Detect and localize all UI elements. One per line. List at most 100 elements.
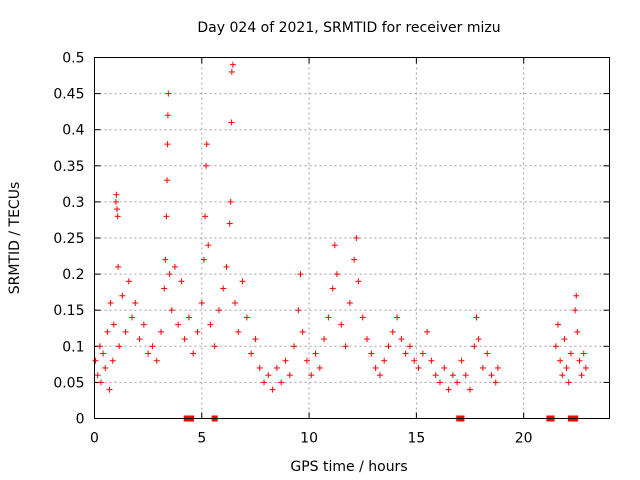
data-point: [265, 372, 272, 379]
plot-frame: [94, 57, 610, 419]
x-tick-label: 10: [300, 431, 318, 447]
data-point: [226, 220, 233, 227]
data-point: [207, 321, 214, 328]
data-point: [162, 256, 169, 263]
data-point: [479, 364, 486, 371]
data-point: [96, 343, 103, 350]
data-point: [164, 177, 171, 184]
data-point: [580, 350, 587, 357]
data-point: [104, 328, 111, 335]
data-point: [574, 328, 581, 335]
x-tick-label: 5: [197, 431, 206, 447]
data-point: [372, 364, 379, 371]
data-point: [113, 191, 120, 198]
data-point: [112, 198, 119, 205]
data-point: [107, 299, 114, 306]
data-point: [441, 364, 448, 371]
data-point: [119, 292, 126, 299]
data-point: [291, 343, 298, 350]
y-tick-label: 0: [76, 412, 85, 428]
data-point: [125, 278, 132, 285]
data-point: [161, 285, 168, 292]
data-point: [303, 357, 310, 364]
data-point: [220, 285, 227, 292]
data-point: [136, 336, 143, 343]
data-point: [573, 292, 580, 299]
data-point: [462, 372, 469, 379]
data-point: [376, 372, 383, 379]
data-point: [185, 314, 192, 321]
data-point: [158, 328, 165, 335]
data-point: [228, 68, 235, 75]
data-point: [398, 336, 405, 343]
data-point: [149, 343, 156, 350]
data-point: [261, 379, 268, 386]
data-point: [559, 372, 566, 379]
data-point: [351, 256, 358, 263]
data-point: [164, 141, 171, 148]
data-point: [114, 206, 121, 213]
data-point: [178, 278, 185, 285]
data-point: [202, 213, 209, 220]
data-point: [232, 299, 239, 306]
data-point: [229, 61, 236, 68]
data-point: [467, 386, 474, 393]
y-tick-label: 0.3: [62, 195, 84, 211]
data-point: [166, 271, 173, 278]
data-point: [338, 321, 345, 328]
data-point: [364, 336, 371, 343]
data-point: [359, 314, 366, 321]
data-point: [92, 357, 99, 364]
data-point: [140, 321, 147, 328]
y-tick-label: 0.05: [53, 375, 84, 391]
data-point: [100, 350, 107, 357]
x-tick-label: 15: [407, 431, 425, 447]
data-point: [561, 336, 568, 343]
data-point: [145, 350, 152, 357]
data-point: [494, 364, 501, 371]
y-tick-label: 0.5: [62, 51, 84, 67]
data-point: [278, 379, 285, 386]
data-point: [171, 263, 178, 270]
data-point: [449, 372, 456, 379]
data-point: [389, 328, 396, 335]
data-point: [227, 198, 234, 205]
data-point: [205, 242, 212, 249]
data-point: [175, 321, 182, 328]
data-point: [165, 90, 172, 97]
data-point: [114, 213, 121, 220]
data-point: [419, 350, 426, 357]
data-point: [402, 350, 409, 357]
data-point: [381, 357, 388, 364]
data-point: [432, 372, 439, 379]
data-point: [329, 285, 336, 292]
data-point: [153, 357, 160, 364]
data-point: [563, 364, 570, 371]
data-point: [355, 278, 362, 285]
y-tick-label: 0.2: [62, 267, 84, 283]
data-point: [578, 372, 585, 379]
chart-title: Day 024 of 2021, SRMTID for receiver miz…: [197, 20, 500, 36]
data-point: [164, 112, 171, 119]
data-point: [190, 350, 197, 357]
data-point: [102, 364, 109, 371]
data-point: [223, 263, 230, 270]
data-point: [248, 350, 255, 357]
y-tick-label: 0.35: [53, 159, 84, 175]
data-point: [252, 336, 259, 343]
data-point: [308, 372, 315, 379]
data-point: [132, 299, 139, 306]
data-point: [194, 328, 201, 335]
data-point: [129, 314, 136, 321]
y-tick-label: 0.15: [53, 303, 84, 319]
data-point: [567, 350, 574, 357]
data-point: [235, 328, 242, 335]
data-point: [109, 357, 116, 364]
data-point: [200, 256, 207, 263]
data-point: [353, 235, 360, 241]
data-point: [475, 336, 482, 343]
data-point: [557, 357, 564, 364]
data-point: [333, 271, 340, 278]
data-point: [282, 357, 289, 364]
